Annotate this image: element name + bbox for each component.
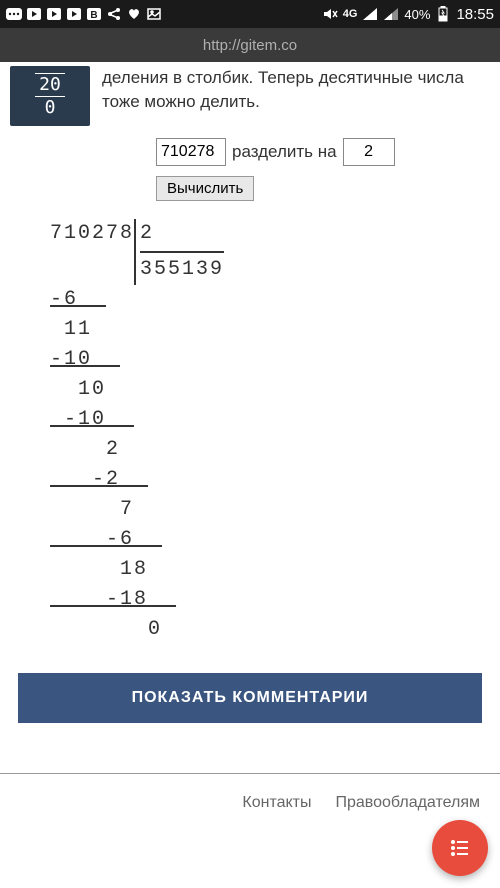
time-label: 18:55 [456,6,494,23]
play-icon-3 [66,6,82,22]
division-form: разделить на [0,136,500,172]
heart-icon [126,6,142,22]
image-icon [146,6,162,22]
signal-icon [362,6,378,22]
show-comments-button[interactable]: ПОКАЗАТЬ КОММЕНТАРИИ [18,673,482,723]
footer-rights-link[interactable]: Правообладателям [336,794,481,812]
thumb-line-2: 0 [45,97,56,119]
thumbnail-icon: 20 0 [10,66,90,126]
dividend-input[interactable] [156,138,226,166]
status-left-icons: B [6,6,162,22]
footer-contacts-link[interactable]: Контакты [242,794,311,812]
footer-links: Контакты Правообладателям [0,774,500,812]
battery-icon [435,6,451,22]
thumb-line-1: 20 [35,73,65,97]
page-content: 20 0 деления в столбик. Теперь десятичны… [0,62,500,812]
svg-text:B: B [90,10,97,20]
intro-text: деления в столбик. Теперь десятичные чис… [102,66,490,126]
fab-list-button[interactable] [432,820,488,876]
battery-label: 40% [404,7,430,22]
play-icon [26,6,42,22]
status-right: 4G 40% 18:55 [322,6,494,23]
intro-prefix: деления в столбик. Теперь [102,68,314,87]
mute-icon [322,6,338,22]
network-label: 4G [343,8,358,20]
list-icon [448,836,472,860]
b-icon: B [86,6,102,22]
intro-row: 20 0 деления в столбик. Теперь десятичны… [0,62,500,136]
msg-icon [6,6,22,22]
divide-label: разделить на [232,142,337,162]
divisor-input[interactable] [343,138,395,166]
url-text: http://gitem.co [203,37,297,54]
calc-row: Вычислить [0,172,500,209]
browser-url-bar[interactable]: http://gitem.co [0,28,500,62]
android-status-bar: B 4G 40% 18:55 [0,0,500,28]
play-icon-2 [46,6,62,22]
share-icon [106,6,122,22]
signal-icon-2 [383,6,399,22]
long-division-work: 7102782355139-6 11-10 10 -10 2 -2 7 -6 1… [0,209,500,665]
calculate-button[interactable]: Вычислить [156,176,254,201]
